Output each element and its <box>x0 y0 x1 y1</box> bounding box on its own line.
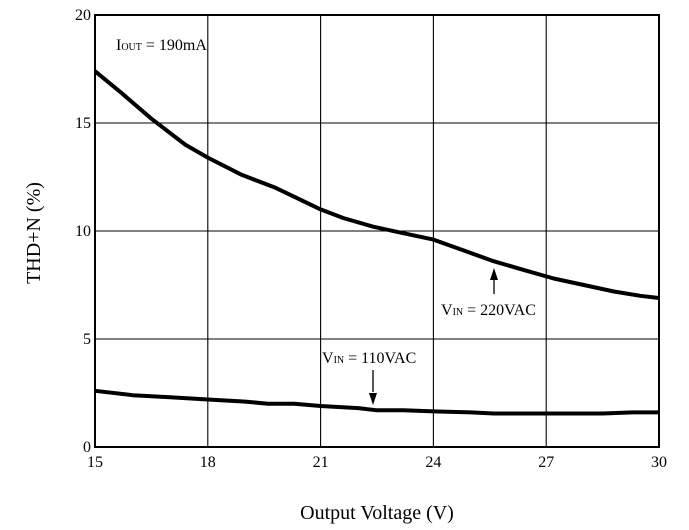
annotation-vin-110-main: V <box>322 350 334 367</box>
annotation-iout-main: I <box>116 37 121 54</box>
annotation-vin-110-rest: = 110VAC <box>344 350 416 367</box>
annotation-iout-rest: = 190mA <box>142 37 207 54</box>
x-tick-labels: 15 18 21 24 27 30 <box>87 454 667 471</box>
y-tick-label: 0 <box>83 439 91 456</box>
x-axis-title: Output Voltage (V) <box>300 502 454 524</box>
series-line-220vac <box>93 69 660 300</box>
x-tick-label: 21 <box>313 454 329 471</box>
series-line-110vac <box>94 388 659 416</box>
annotation-vin-220-sub: IN <box>453 307 464 318</box>
arrow-down-icon <box>369 370 377 405</box>
x-tick-label: 30 <box>651 454 667 471</box>
annotation-vin-220-rest: = 220VAC <box>463 302 536 319</box>
x-tick-label: 18 <box>200 454 216 471</box>
annotation-vin-220: VIN = 220VAC <box>441 302 536 319</box>
series-lines <box>93 69 660 416</box>
annotation-vin-220-main: V <box>441 302 453 319</box>
annotation-vin-110: VIN = 110VAC <box>322 350 416 367</box>
annotation-vin-110-sub: IN <box>334 355 345 366</box>
y-tick-labels: 0 5 10 15 20 <box>75 7 91 456</box>
y-tick-label: 10 <box>75 223 91 240</box>
y-tick-label: 15 <box>75 115 91 132</box>
arrow-up-icon <box>490 268 498 294</box>
y-tick-label: 5 <box>83 331 91 348</box>
annotation-iout: IOUT = 190mA <box>116 37 207 54</box>
x-tick-label: 15 <box>87 454 103 471</box>
x-tick-label: 27 <box>538 454 554 471</box>
annotation-iout-sub: OUT <box>121 42 142 53</box>
x-tick-label: 24 <box>425 454 441 471</box>
plot-frame <box>94 14 660 448</box>
grid-lines <box>95 15 659 447</box>
y-axis-title: THD+N (%) <box>23 182 45 284</box>
y-tick-label: 20 <box>75 7 91 24</box>
